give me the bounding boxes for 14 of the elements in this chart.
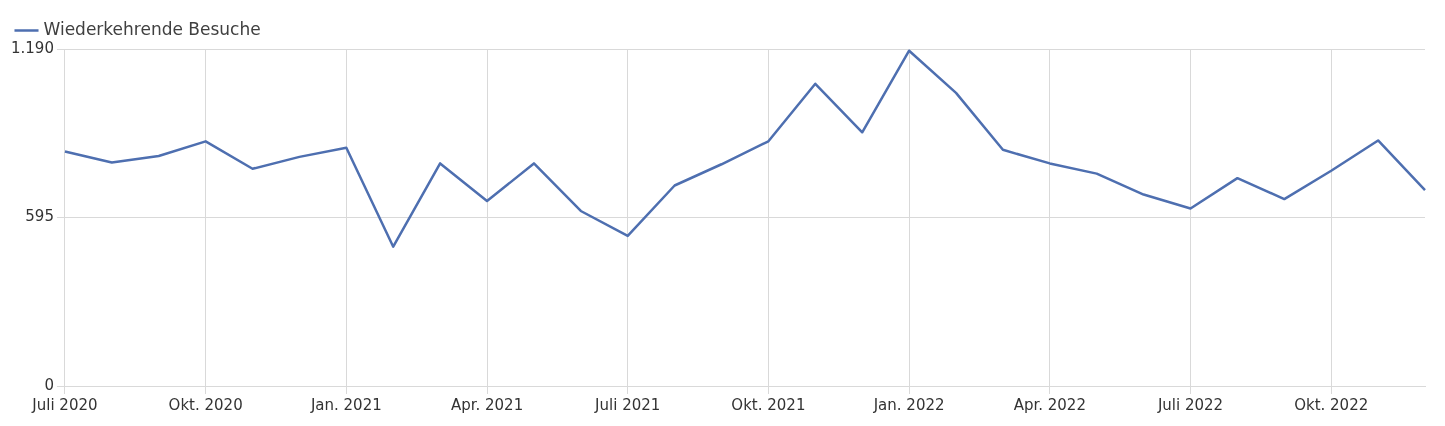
y-tick-label: 1.190: [10, 38, 54, 57]
x-tick-label: Juli 2022: [1156, 395, 1224, 414]
x-tick-label: Juli 2020: [31, 395, 98, 414]
x-tick-label: Okt. 2020: [168, 395, 243, 414]
legend-label: Wiederkehrende Besuche: [43, 18, 261, 39]
x-tick-label: Okt. 2021: [731, 395, 806, 414]
x-tick-label: Apr. 2022: [1013, 395, 1086, 414]
x-tick-label: Apr. 2021: [450, 395, 524, 414]
x-tick-label: Juli 2021: [594, 395, 661, 414]
x-tick-label: Jan. 2021: [309, 395, 382, 414]
x-tick-label: Okt. 2022: [1294, 395, 1369, 414]
y-tick-label: 0: [44, 375, 54, 394]
y-tick-label: 595: [25, 207, 54, 226]
x-tick-label: Jan. 2022: [872, 395, 945, 414]
